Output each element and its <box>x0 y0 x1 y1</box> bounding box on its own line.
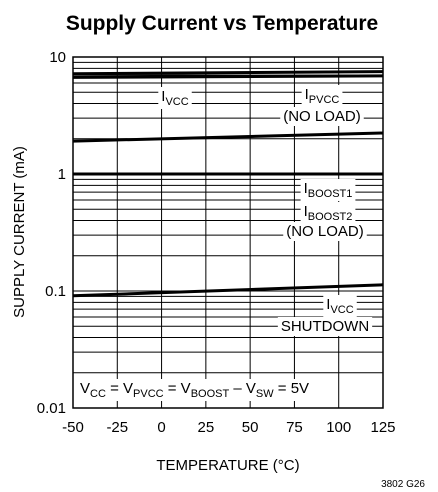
annotation-text: = V <box>164 380 191 397</box>
annotation: IBOOST2 <box>304 203 353 223</box>
annotation-background <box>77 379 313 401</box>
y-tick-label: 10 <box>49 49 66 66</box>
data-line <box>72 74 384 79</box>
x-tick-label: -50 <box>62 419 84 436</box>
annotation-background <box>301 85 343 107</box>
annotation-background <box>300 179 356 201</box>
annotation: SHUTDOWN <box>281 318 369 335</box>
annotation-background <box>280 107 364 126</box>
data-line <box>72 283 384 298</box>
annotation: IPVCC <box>305 86 340 106</box>
y-axis-label: SUPPLY CURRENT (mA) <box>11 146 28 318</box>
x-tick-label: 25 <box>198 419 215 436</box>
annotation-text: I <box>161 88 165 105</box>
annotation-text: = 5V <box>274 380 309 397</box>
chart-title: Supply Current vs Temperature <box>66 12 378 35</box>
annotation-subscript: SW <box>256 388 274 400</box>
x-tick-label: 0 <box>157 419 165 436</box>
figure-note: 3802 G26 <box>381 479 425 490</box>
annotation: IBOOST1 <box>304 180 353 200</box>
annotation-background <box>158 87 192 109</box>
annotation-text: I <box>304 180 308 197</box>
x-tick-label: 125 <box>370 419 395 436</box>
annotation-subscript: BOOST1 <box>308 188 353 200</box>
annotation-text: – V <box>229 380 256 397</box>
x-tick-label: -25 <box>106 419 128 436</box>
annotation-background <box>277 317 373 336</box>
x-tick-label: 75 <box>286 419 303 436</box>
data-line <box>72 131 384 143</box>
annotation-subscript: BOOST2 <box>308 211 353 223</box>
x-axis-label: TEMPERATURE (°C) <box>156 457 299 474</box>
annotation: (NO LOAD) <box>283 108 361 125</box>
annotation-text: = V <box>106 380 133 397</box>
annotation-subscript: BOOST <box>191 388 230 400</box>
y-tick-label: 1 <box>58 166 66 183</box>
x-tick-label: 50 <box>242 419 259 436</box>
annotation-background <box>300 202 356 224</box>
annotation-text: I <box>304 203 308 220</box>
data-line <box>72 70 384 76</box>
annotation: IVCC <box>161 88 188 108</box>
annotation-subscript: PVCC <box>309 94 340 106</box>
annotation-text: (NO LOAD) <box>286 223 364 240</box>
annotation-subscript: PVCC <box>133 388 164 400</box>
y-tick-label: 0.01 <box>37 400 66 417</box>
annotation-text: SHUTDOWN <box>281 318 369 335</box>
annotation-subscript: VCC <box>330 304 353 316</box>
annotation-text: I <box>305 86 309 103</box>
annotation: VCC = VPVCC = VBOOST – VSW = 5V <box>80 380 309 400</box>
annotation: IVCC <box>326 296 353 316</box>
annotation-background <box>323 295 357 317</box>
annotation: (NO LOAD) <box>286 223 364 240</box>
annotation-text: I <box>326 296 330 313</box>
annotation-text: V <box>80 380 90 397</box>
annotation-text: (NO LOAD) <box>283 108 361 125</box>
annotation-subscript: VCC <box>165 96 188 108</box>
x-tick-label: 100 <box>326 419 351 436</box>
annotation-background <box>283 222 367 241</box>
y-tick-label: 0.1 <box>45 283 66 300</box>
plot-frame <box>72 56 384 409</box>
annotation-subscript: CC <box>90 388 106 400</box>
